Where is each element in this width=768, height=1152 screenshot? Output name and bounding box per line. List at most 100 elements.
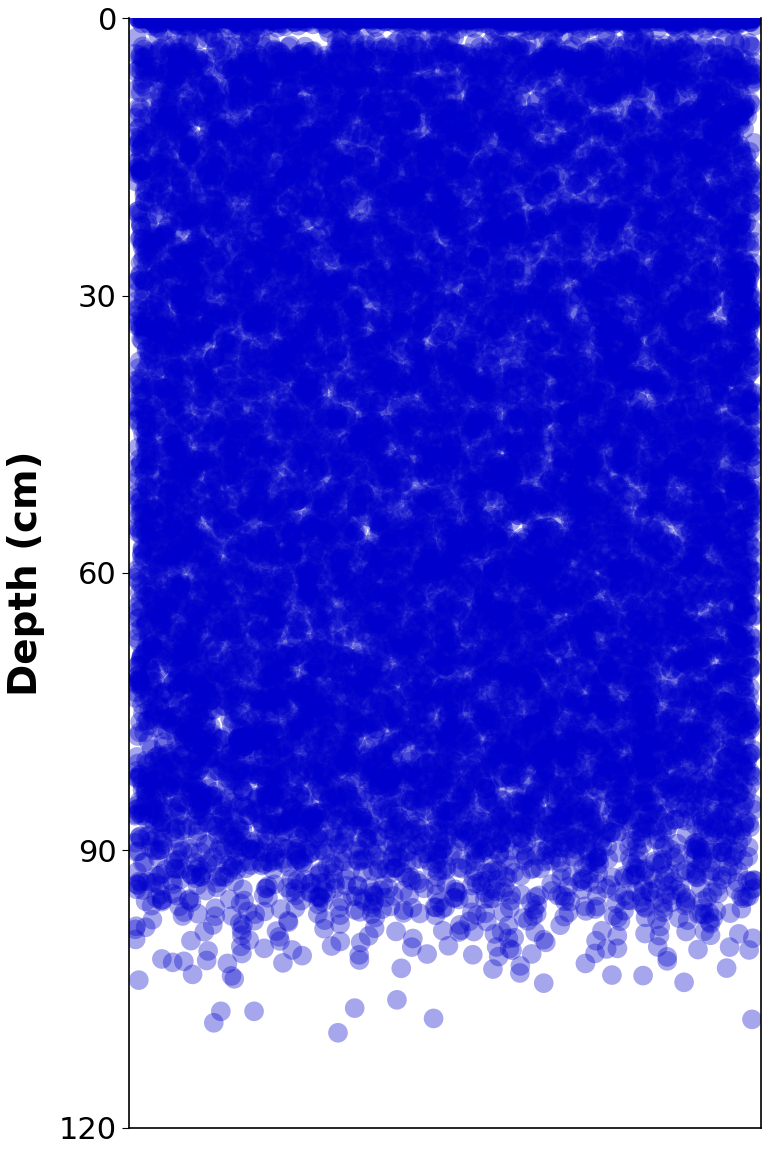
Point <box>639 9 651 28</box>
Point <box>722 789 734 808</box>
Point <box>588 485 601 503</box>
Point <box>646 364 658 382</box>
Point <box>199 544 211 562</box>
Point <box>326 796 338 814</box>
Point <box>363 181 376 199</box>
Point <box>202 941 214 960</box>
Point <box>505 886 518 904</box>
Point <box>159 169 171 188</box>
Point <box>623 631 635 650</box>
Point <box>672 615 684 634</box>
Point <box>264 821 276 840</box>
Point <box>647 370 659 388</box>
Point <box>204 12 217 30</box>
Point <box>700 808 712 826</box>
Point <box>266 513 278 531</box>
Point <box>183 336 195 355</box>
Point <box>238 563 250 582</box>
Point <box>464 532 476 551</box>
Point <box>270 841 282 859</box>
Point <box>645 668 657 687</box>
Point <box>530 751 542 770</box>
Point <box>333 198 345 217</box>
Point <box>637 752 649 771</box>
Point <box>524 146 536 165</box>
Point <box>432 272 444 290</box>
Point <box>170 751 183 770</box>
Point <box>274 687 286 705</box>
Point <box>450 384 462 402</box>
Point <box>418 48 430 67</box>
Point <box>571 262 584 280</box>
Point <box>699 9 711 28</box>
Point <box>475 9 488 28</box>
Point <box>267 233 280 251</box>
Point <box>601 226 614 244</box>
Point <box>714 775 727 794</box>
Point <box>726 60 738 78</box>
Point <box>729 267 741 286</box>
Point <box>465 561 478 579</box>
Point <box>464 10 476 29</box>
Point <box>396 763 408 781</box>
Point <box>479 157 492 175</box>
Point <box>611 411 623 430</box>
Point <box>730 583 743 601</box>
Point <box>551 425 564 444</box>
Point <box>568 786 581 804</box>
Point <box>141 770 154 788</box>
Point <box>472 607 485 626</box>
Point <box>271 607 283 626</box>
Point <box>441 74 453 92</box>
Point <box>747 253 760 272</box>
Point <box>424 483 436 501</box>
Point <box>701 638 713 657</box>
Point <box>372 495 385 514</box>
Point <box>594 674 607 692</box>
Point <box>743 306 755 325</box>
Point <box>296 75 308 93</box>
Point <box>489 63 502 82</box>
Point <box>266 53 278 71</box>
Point <box>537 426 549 445</box>
Point <box>676 378 688 396</box>
Point <box>183 756 195 774</box>
Point <box>191 51 204 69</box>
Point <box>227 366 239 385</box>
Point <box>245 356 257 374</box>
Point <box>170 461 183 479</box>
Point <box>227 435 240 454</box>
Point <box>214 310 226 328</box>
Point <box>517 210 529 228</box>
Point <box>331 15 343 33</box>
Point <box>734 268 746 287</box>
Point <box>511 402 524 420</box>
Point <box>160 485 172 503</box>
Point <box>389 692 401 711</box>
Point <box>129 371 141 389</box>
Point <box>509 593 521 612</box>
Point <box>161 295 173 313</box>
Point <box>521 911 534 930</box>
Point <box>175 676 187 695</box>
Point <box>320 143 333 161</box>
Point <box>556 316 568 334</box>
Point <box>636 823 648 841</box>
Point <box>494 259 506 278</box>
Point <box>285 194 297 212</box>
Point <box>306 346 318 364</box>
Point <box>349 623 362 642</box>
Point <box>422 290 434 309</box>
Point <box>397 627 409 645</box>
Point <box>313 9 325 28</box>
Point <box>415 672 428 690</box>
Point <box>157 506 170 524</box>
Point <box>538 334 551 353</box>
Point <box>161 543 173 561</box>
Point <box>744 312 756 331</box>
Point <box>531 276 544 295</box>
Point <box>167 619 179 637</box>
Point <box>422 469 434 487</box>
Point <box>399 232 412 250</box>
Point <box>233 914 246 932</box>
